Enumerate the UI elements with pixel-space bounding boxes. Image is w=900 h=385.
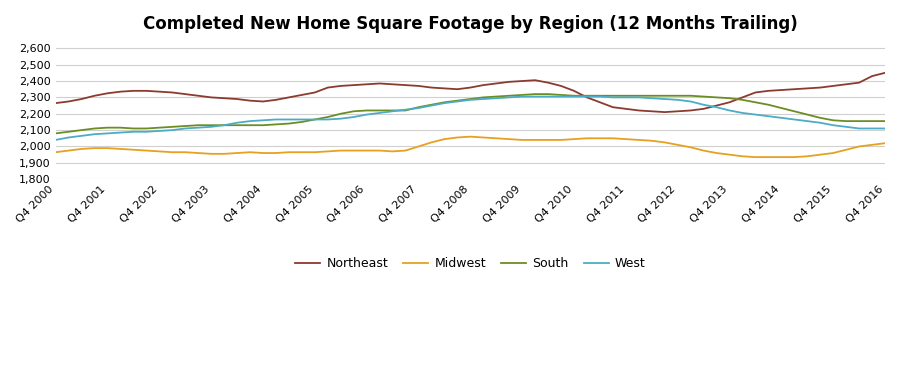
Midwest (50, 150, 61, 154)
Midwest (789, 155, 800, 159)
West (879, 126, 890, 131)
Midwest (296, 150, 307, 154)
Northeast (854, 80, 865, 85)
Line: Midwest: Midwest (56, 137, 885, 157)
West (517, 94, 527, 99)
West (245, 119, 256, 124)
Midwest (750, 155, 760, 159)
West (478, 97, 489, 101)
South (400, 108, 411, 113)
Northeast (478, 83, 489, 87)
Line: West: West (56, 97, 885, 140)
Midwest (400, 148, 411, 153)
South (50, 131, 61, 136)
South (879, 119, 890, 124)
Line: Northeast: Northeast (56, 73, 885, 112)
West (776, 116, 787, 120)
West (400, 107, 411, 112)
Title: Completed New Home Square Footage by Region (12 Months Trailing): Completed New Home Square Footage by Reg… (143, 15, 797, 33)
South (245, 123, 256, 127)
South (776, 106, 787, 110)
West (296, 117, 307, 122)
Northeast (245, 98, 256, 103)
Northeast (879, 70, 890, 75)
Midwest (245, 150, 256, 154)
Midwest (879, 141, 890, 146)
South (854, 119, 865, 124)
West (854, 126, 865, 131)
Northeast (50, 101, 61, 105)
South (530, 92, 541, 96)
Northeast (296, 93, 307, 97)
Northeast (660, 110, 670, 114)
Northeast (776, 88, 787, 92)
South (296, 120, 307, 124)
Midwest (491, 136, 501, 141)
Midwest (465, 134, 476, 139)
Legend: Northeast, Midwest, South, West: Northeast, Midwest, South, West (290, 252, 651, 275)
Midwest (854, 144, 865, 149)
South (478, 95, 489, 100)
Northeast (400, 83, 411, 87)
West (50, 137, 61, 142)
Line: South: South (56, 94, 885, 133)
